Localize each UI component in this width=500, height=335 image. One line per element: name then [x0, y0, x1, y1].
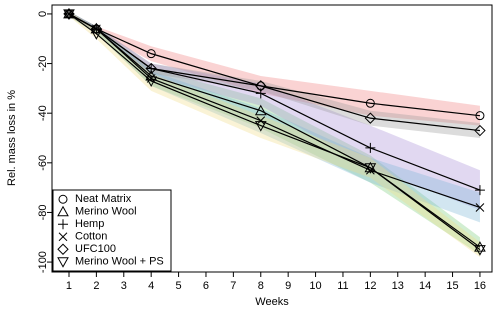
- x-tick-label: 14: [419, 280, 431, 292]
- legend-label: UFC100: [75, 243, 116, 255]
- marker: [365, 142, 376, 153]
- marker: [475, 111, 485, 121]
- y-tick-label: 0: [37, 11, 49, 17]
- legend-marker: [57, 257, 69, 268]
- legend-label: Cotton: [75, 231, 107, 243]
- marker: [364, 112, 377, 124]
- plot-frame: [51, 4, 493, 273]
- legend-marker: [58, 219, 68, 230]
- line: [68, 13, 481, 132]
- marker: [145, 76, 158, 87]
- x-tick-label: 11: [337, 280, 348, 292]
- x-tick-label: 10: [309, 280, 321, 292]
- legend-box: [52, 189, 172, 272]
- marker: [90, 29, 103, 40]
- x-tick-label: 7: [230, 280, 236, 292]
- band: [68, 11, 480, 258]
- x-tick-label: 2: [93, 280, 99, 292]
- legend-marker: [57, 243, 69, 255]
- y-tick-label: -60: [37, 155, 49, 171]
- y-tick-label: -40: [37, 105, 49, 121]
- legend-label: Hemp: [75, 218, 104, 230]
- band: [68, 11, 480, 126]
- x-tick-label: 6: [203, 280, 209, 292]
- marker: [474, 245, 486, 256]
- marker: [255, 88, 266, 99]
- marker: [146, 49, 156, 59]
- x-tick-label: 3: [121, 280, 127, 292]
- marker: [475, 203, 485, 212]
- marker: [256, 116, 266, 125]
- y-tick-label: -20: [37, 56, 49, 72]
- marker: [255, 80, 267, 92]
- x-tick-label: 5: [176, 280, 182, 292]
- band: [68, 11, 480, 223]
- legend-marker: [58, 232, 68, 242]
- x-tick-label: 8: [258, 280, 264, 292]
- marker: [254, 104, 267, 116]
- marker: [474, 241, 486, 252]
- x-axis-label: Weeks: [255, 296, 289, 308]
- legend-marker: [57, 205, 69, 217]
- x-tick-label: 9: [285, 280, 291, 292]
- x-tick-label: 13: [392, 280, 404, 292]
- marker: [474, 185, 485, 196]
- y-tick-label: -80: [37, 204, 49, 220]
- x-tick-label: 16: [474, 280, 486, 292]
- marker: [145, 62, 157, 75]
- legend-label: Merino Wool: [75, 206, 137, 218]
- marker: [474, 124, 486, 137]
- legend-label: Neat Matrix: [75, 193, 132, 205]
- x-tick-label: 15: [446, 280, 458, 292]
- band: [68, 11, 480, 255]
- x-tick-label: 4: [148, 280, 154, 292]
- band: [68, 11, 480, 210]
- marker: [365, 98, 375, 108]
- marker: [364, 163, 377, 174]
- marker: [254, 121, 267, 132]
- legend-label: Merino Wool + PS: [75, 256, 164, 268]
- x-tick-label: 12: [364, 280, 376, 292]
- y-tick-label: -100: [37, 251, 49, 273]
- y-axis-label: Rel. mass loss in %: [6, 90, 18, 186]
- x-tick-label: 1: [66, 280, 72, 292]
- marker: [63, 9, 75, 20]
- legend-marker: [58, 194, 68, 204]
